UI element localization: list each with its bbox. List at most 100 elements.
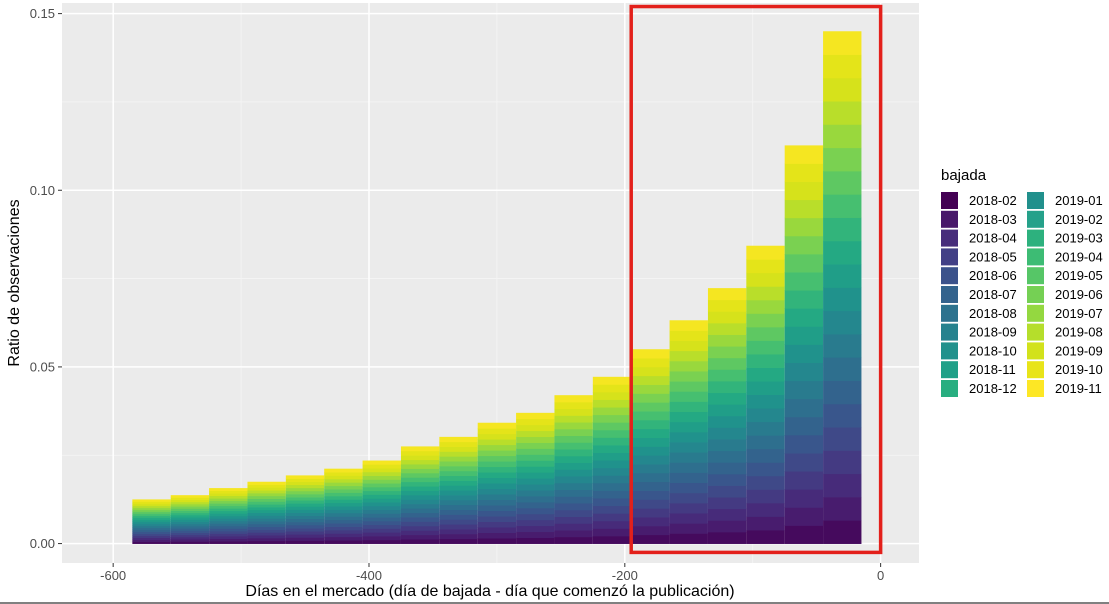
bar-segment <box>324 478 363 483</box>
bar-segment <box>285 500 325 504</box>
bar-segment <box>477 466 517 473</box>
bar-segment <box>170 534 210 538</box>
bar-segment <box>746 367 785 382</box>
legend-item: 2018-11 <box>941 361 1016 379</box>
bar-segment <box>439 470 478 477</box>
bar-segment <box>784 163 824 182</box>
bar-segment <box>631 499 670 509</box>
bar-segment <box>631 472 670 483</box>
bar-segment <box>631 402 670 412</box>
bar-segment <box>170 503 210 507</box>
bar-segment <box>170 532 210 536</box>
legend-swatch <box>941 267 958 285</box>
bar-segment <box>400 459 440 465</box>
legend-item: 2018-08 <box>941 304 1017 322</box>
bar-segment <box>477 472 517 479</box>
bar-segment <box>132 541 171 544</box>
bar-segment <box>400 539 440 544</box>
bar-segment <box>707 462 747 475</box>
legend-swatch <box>1027 342 1044 360</box>
bar-segment <box>400 464 440 469</box>
bar-segment <box>132 517 171 520</box>
legend-item: 2019-08 <box>1027 323 1103 341</box>
bar-segment <box>823 310 862 335</box>
bar-segment <box>324 492 363 497</box>
bar <box>362 460 401 544</box>
legend-swatch <box>1027 267 1044 285</box>
legend-item: 2018-09 <box>941 323 1017 341</box>
bar-segment <box>132 521 171 524</box>
bar-segment <box>400 472 440 478</box>
bar-segment <box>400 508 440 514</box>
bar-segment <box>746 354 785 368</box>
bar-segment <box>247 509 286 514</box>
bar-segment <box>784 362 824 382</box>
bar-segment <box>592 422 632 431</box>
legend-item: 2018-07 <box>941 286 1017 303</box>
bar-segment <box>439 524 478 530</box>
bar-segment <box>324 512 363 517</box>
bar <box>631 349 670 544</box>
bar-segment <box>362 517 401 522</box>
bar-segment <box>400 525 440 531</box>
bar-segment <box>554 469 593 477</box>
bar-segment <box>669 391 708 402</box>
bar-segment <box>592 445 632 454</box>
bar-segment <box>631 517 670 527</box>
bar-segment <box>784 507 824 526</box>
bar-segment <box>516 442 555 449</box>
bar-segment <box>516 412 555 420</box>
bar <box>439 436 478 544</box>
bar-segment <box>209 538 248 542</box>
bar-segment <box>516 531 555 539</box>
bar-segment <box>746 475 785 490</box>
bar-segment <box>400 481 440 487</box>
bar-segment <box>707 381 747 394</box>
bar-segment <box>669 350 708 362</box>
bar-segment <box>823 427 862 451</box>
bar-segment <box>170 495 210 498</box>
bar-segment <box>400 468 440 474</box>
bar-segment <box>324 468 363 473</box>
bar-segment <box>516 430 555 438</box>
legend-swatch <box>941 192 958 209</box>
bar <box>823 31 862 544</box>
bar-segment <box>170 539 210 542</box>
bar-segment <box>324 523 363 527</box>
x-tick-label: -600 <box>100 568 126 583</box>
bar-segment <box>669 513 708 524</box>
bar-segment <box>285 481 325 486</box>
legend-item: 2018-10 <box>941 342 1017 360</box>
legend-item: 2019-09 <box>1027 342 1103 360</box>
bar-segment <box>516 466 555 473</box>
bar-segment <box>592 498 632 507</box>
bar-segment <box>209 525 248 529</box>
bar-segment <box>439 461 478 467</box>
bar-segment <box>132 501 171 504</box>
bar-segment <box>631 358 670 368</box>
bar-segment <box>592 490 632 499</box>
bar-segment <box>477 510 517 517</box>
bar-segment <box>324 506 363 510</box>
bar-segment <box>592 384 632 393</box>
bar-segment <box>669 492 708 504</box>
bar-segment <box>285 534 325 538</box>
bar-segment <box>285 509 325 513</box>
bar-segment <box>400 499 440 505</box>
bar-segment <box>362 502 401 507</box>
bar-segment <box>707 322 747 335</box>
bar-segment <box>439 441 478 447</box>
bar-segment <box>669 340 708 352</box>
legend-swatch <box>941 304 958 322</box>
bar <box>554 395 593 544</box>
bar-segment <box>823 333 862 358</box>
legend-swatch <box>1027 210 1044 228</box>
bar-segment <box>247 498 286 502</box>
bar-segment <box>669 401 708 413</box>
bar-segment <box>707 346 747 359</box>
legend-label: 2018-04 <box>969 231 1017 246</box>
legend-swatch <box>941 248 958 266</box>
bar-segment <box>669 482 708 494</box>
bar-segment <box>516 507 555 515</box>
